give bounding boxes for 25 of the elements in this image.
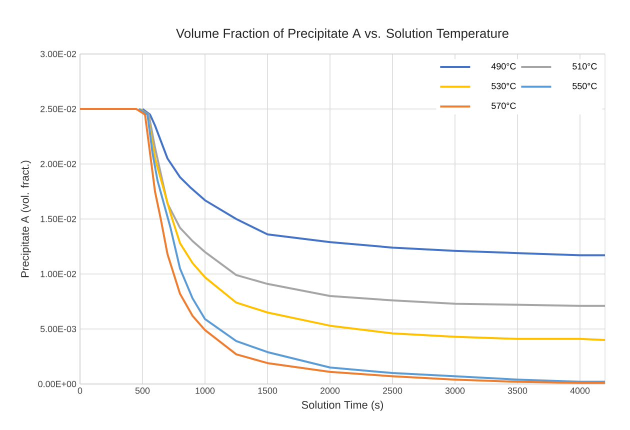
x-tick-label: 3000	[445, 388, 465, 394]
x-tick-label: 3500	[508, 388, 528, 394]
y-axis-title: Precipitate A (vol. fract.)	[20, 160, 31, 278]
legend-label: 530°C	[492, 82, 516, 90]
y-tick-label: 5.00E-03	[40, 326, 76, 332]
x-tick-label: 1000	[196, 388, 215, 394]
legend-label: 550°C	[572, 82, 597, 90]
y-tick-label: 2.50E-02	[40, 106, 76, 112]
chart-title: Volume Fraction of Precipitate A vs. Solution Temperature	[176, 28, 508, 40]
x-axis-title: Solution Time (s)	[302, 400, 384, 411]
line-series	[142, 108, 606, 256]
x-tick-label: 4000	[570, 388, 590, 394]
legend-label: 510°C	[572, 63, 597, 70]
x-tick-label: 500	[135, 388, 150, 394]
y-tick-label: 2.00E-02	[40, 160, 76, 168]
x-tick-label: 1500	[258, 388, 278, 394]
y-tick-label: 3.00E-02	[40, 50, 76, 58]
x-tick-label: 2000	[320, 388, 340, 394]
x-tick-label: 2500	[382, 388, 402, 394]
y-tick-label: 1.50E-02	[40, 216, 76, 222]
x-tick-label: 0	[78, 388, 82, 394]
y-tick-label: 1.00E-02	[40, 270, 76, 278]
y-tick-label: 0.00E+00	[38, 380, 76, 388]
legend-label: 570°C	[492, 102, 516, 109]
legend-label: 490°C	[491, 63, 516, 70]
